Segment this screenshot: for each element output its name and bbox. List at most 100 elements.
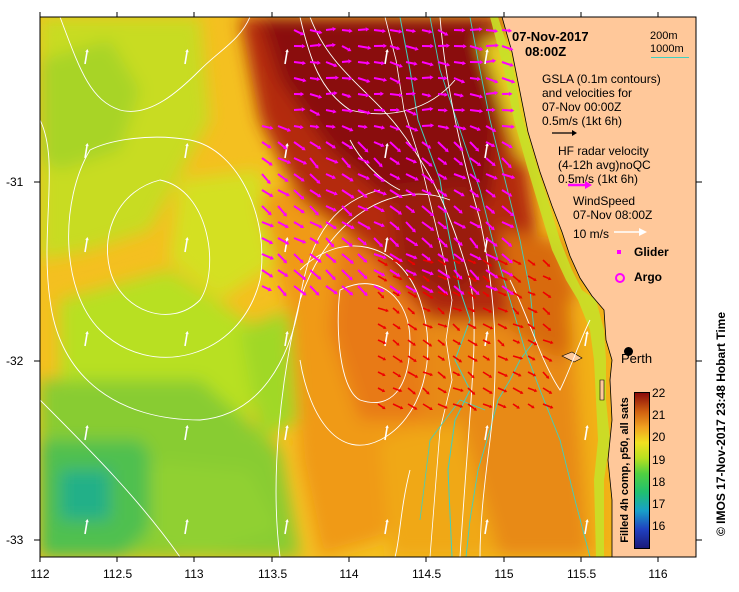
gsla-title-2: and velocities for [542,86,633,100]
hf-arrow-head [494,79,499,84]
hf-arrow-head [414,176,419,181]
gsla-arrow-head [517,279,522,283]
hf-arrow-head [381,272,386,277]
x-tick-label: 112.5 [103,567,133,581]
gsla-arrow [542,403,551,408]
hf-arrow-head [366,110,372,115]
gsla-arrow-head [547,294,552,298]
hf-arrow-head [362,241,367,246]
gsla-arrow [452,403,461,407]
gsla-arrow-head [412,342,416,346]
depth-200m-label: 200m [650,30,678,42]
wind-arrow [84,239,88,253]
gsla-arrow-head [382,325,387,329]
gsla-arrow [512,387,522,393]
hf-arrow [325,173,334,178]
gsla-arrow-head [548,358,553,362]
hf-arrow [357,109,368,114]
hf-arrow-head [492,58,497,64]
gsla-arrow [422,323,431,328]
gsla-arrow-head [503,404,507,409]
hf-arrow-head [350,194,355,199]
hf-arrow-head [381,60,385,66]
hf-arrow [261,205,270,214]
hf-arrow-head [428,162,433,167]
gsla-arrow [527,339,536,345]
x-tick-label: 112 [30,567,50,581]
hf-arrow [309,125,317,128]
gsla-arrow [527,355,534,360]
hf-arrow-head [443,192,448,197]
gsla-arrow-head [516,340,521,344]
hf-arrow-head [443,243,448,248]
gsla-arrow-head [532,292,536,296]
hf-arrow-head [412,288,418,293]
hf-arrow [389,93,400,97]
hf-arrow [293,29,302,35]
hf-arrow [501,253,511,262]
gsla-arrow-head [429,295,434,299]
hf-arrow-head [429,106,434,112]
hf-arrow [261,253,272,259]
hf-arrow [485,44,496,47]
wind-arrow-head [185,331,189,335]
gsla-arrow [512,371,520,376]
hf-arrow-head [299,224,305,229]
gsla-arrow-head [488,309,493,313]
hf-arrow [405,109,414,115]
hf-arrow-head [349,127,354,132]
hf-arrow [405,125,416,131]
hf-arrow [405,173,416,180]
hf-arrow [501,45,511,50]
hf-arrow [437,205,446,212]
hf-arrow [469,285,478,294]
hf-arrow [501,285,512,294]
gsla-arrow-head [471,308,476,313]
hf-arrow-head [507,164,512,169]
wind-arrow-head [285,237,289,241]
hf-arrow-head [412,91,416,96]
hf-arrow [357,205,366,211]
hf-arrow-head [508,91,513,97]
hf-arrow-head [381,108,386,113]
hf-arrow [373,189,384,195]
hf-arrow [325,237,333,246]
hf-arrow-head [509,272,514,277]
gsla-arrow-head [428,343,433,347]
hf-arrow-head [366,78,371,83]
hf-arrow [501,125,512,128]
wind-arrow [284,427,288,441]
hf-arrow-head [460,79,466,84]
gsla-arrow-head [444,276,448,280]
hf-arrow [357,93,367,97]
hf-arrow-head [462,175,467,180]
hf-arrow [325,109,334,113]
wind-arrow [384,427,388,441]
hf-arrow-head [316,179,321,184]
hf-arrow-head [317,258,322,263]
y-tick-label: -32 [6,354,24,368]
gsla-arrow [527,323,534,329]
gsla-arrow-head [533,277,537,282]
hf-arrow [405,269,415,275]
hf-arrow-head [383,43,387,49]
hf-arrow-head [364,207,369,212]
hf-arrow [293,173,303,181]
wind-arrow [484,333,488,347]
hf-arrow-head [332,27,337,32]
hf-arrow [437,269,449,278]
gsla-arrow [437,275,445,280]
hf-arrow [421,173,433,183]
gsla-arrow-head [441,357,445,361]
hf-arrow [325,125,333,128]
hf-arrow-head [364,148,369,153]
plot-frame [39,16,697,558]
gsla-arrow-head [413,294,418,298]
hf-arrow-head [479,108,484,114]
hf-arrow-head [332,225,337,230]
hf-arrow [501,29,509,32]
gsla-arrow [527,259,534,265]
hf-arrow [453,285,463,294]
gsla-arrow-head [457,341,462,345]
gsla-arrow-head [382,340,387,345]
